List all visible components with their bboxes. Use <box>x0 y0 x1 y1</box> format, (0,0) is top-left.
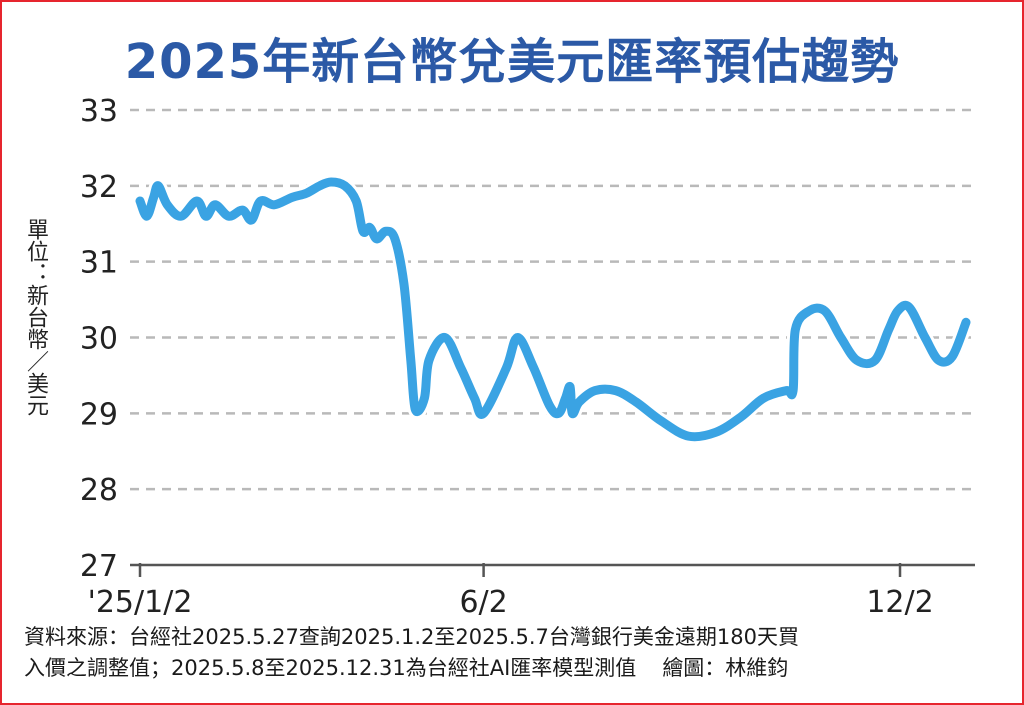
series-line <box>135 177 971 442</box>
y-tick-label-32: 32 <box>80 170 118 205</box>
y-axis-unit-label: 單位：新台幣／美元 <box>23 218 48 416</box>
source-line-2: 入價之調整值；2025.5.8至2025.12.31為台經社AI匯率模型測值 繪圖… <box>24 653 1014 684</box>
x-tick-label-0: '25/1/2 <box>88 585 193 620</box>
source-line-2-text: 入價之調整值；2025.5.8至2025.12.31為台經社AI匯率模型測值 <box>24 656 637 680</box>
series-line-halo <box>132 174 974 445</box>
y-tick-label-27: 27 <box>80 549 118 584</box>
x-tick-label-2: 12/2 <box>866 585 933 620</box>
tick-labels: 33 32 31 30 29 28 27'25/1/2 6/2 12/2 <box>80 94 934 620</box>
grid-lines <box>130 108 975 491</box>
credit-text: 繪圖：林維鈞 <box>662 656 789 680</box>
y-tick-label-31: 31 <box>80 246 118 281</box>
y-tick-label-33: 33 <box>80 94 118 129</box>
y-tick-label-29: 29 <box>80 397 118 432</box>
source-note: 資料來源：台經社2025.5.27查詢2025.1.2至2025.5.7台灣銀行… <box>24 622 1014 684</box>
series-layer <box>132 174 974 445</box>
source-line-1: 資料來源：台經社2025.5.27查詢2025.1.2至2025.5.7台灣銀行… <box>24 625 799 649</box>
axes <box>130 563 975 577</box>
y-tick-label-28: 28 <box>80 473 118 508</box>
x-tick-label-1: 6/2 <box>459 585 507 620</box>
chart-title: 2025年新台幣兌美元匯率預估趨勢 <box>124 34 900 90</box>
y-tick-label-30: 30 <box>80 322 118 357</box>
